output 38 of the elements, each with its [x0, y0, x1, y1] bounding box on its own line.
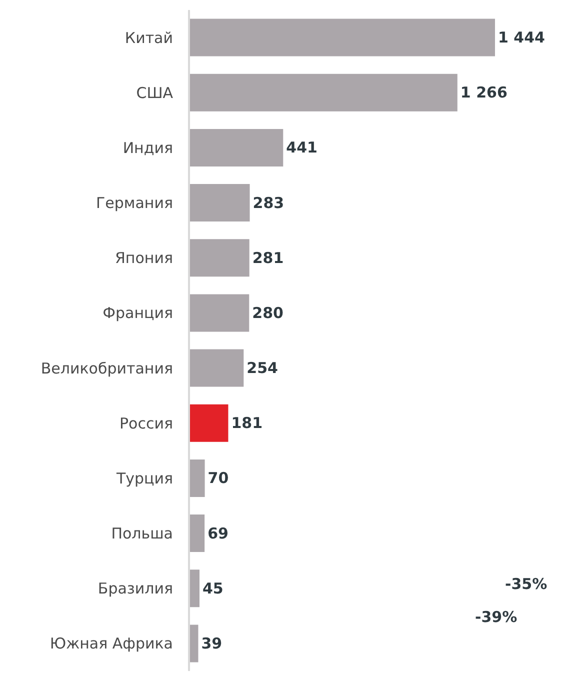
data-label: 45	[202, 579, 224, 598]
bar	[190, 239, 250, 277]
text: -35%	[505, 575, 548, 593]
data-label: 254	[246, 359, 278, 378]
annotation: -39%	[475, 608, 518, 626]
y-tick-label: Великобритания	[40, 359, 173, 378]
bar	[190, 294, 250, 332]
y-tick-label: Россия	[120, 414, 173, 432]
y-tick-label: Индия	[122, 138, 173, 157]
bar	[190, 349, 244, 387]
data-label: 181	[231, 414, 263, 432]
y-tick-label: Турция	[115, 469, 173, 488]
data-label: 1 266	[460, 84, 508, 102]
data-label: 69	[208, 524, 228, 542]
data-label: 283	[252, 194, 284, 212]
data-label: 441	[286, 138, 318, 157]
y-tick-label: Германия	[96, 194, 173, 212]
y-tick-label: Франция	[102, 304, 173, 322]
bar	[190, 570, 200, 608]
bar	[190, 128, 284, 166]
data-label: 39	[201, 634, 222, 652]
bar	[190, 514, 205, 552]
data-label: 281	[252, 248, 284, 267]
data-label: 70	[208, 469, 229, 488]
y-tick-label: Япония	[115, 249, 173, 268]
data-label: 280	[252, 304, 284, 322]
bar	[190, 184, 250, 222]
bar	[190, 18, 495, 56]
y-tick-label: США	[136, 84, 174, 102]
y-tick-label: Китай	[124, 28, 173, 47]
y-tick-label: Польша	[111, 524, 173, 543]
bar	[190, 459, 205, 497]
y-tick-label: Южная Африка	[50, 634, 173, 653]
data-label: 1 444	[498, 28, 545, 47]
bar	[190, 74, 458, 112]
bar	[190, 404, 228, 442]
bar	[190, 624, 198, 662]
y-tick-label: Бразилия	[98, 580, 173, 598]
